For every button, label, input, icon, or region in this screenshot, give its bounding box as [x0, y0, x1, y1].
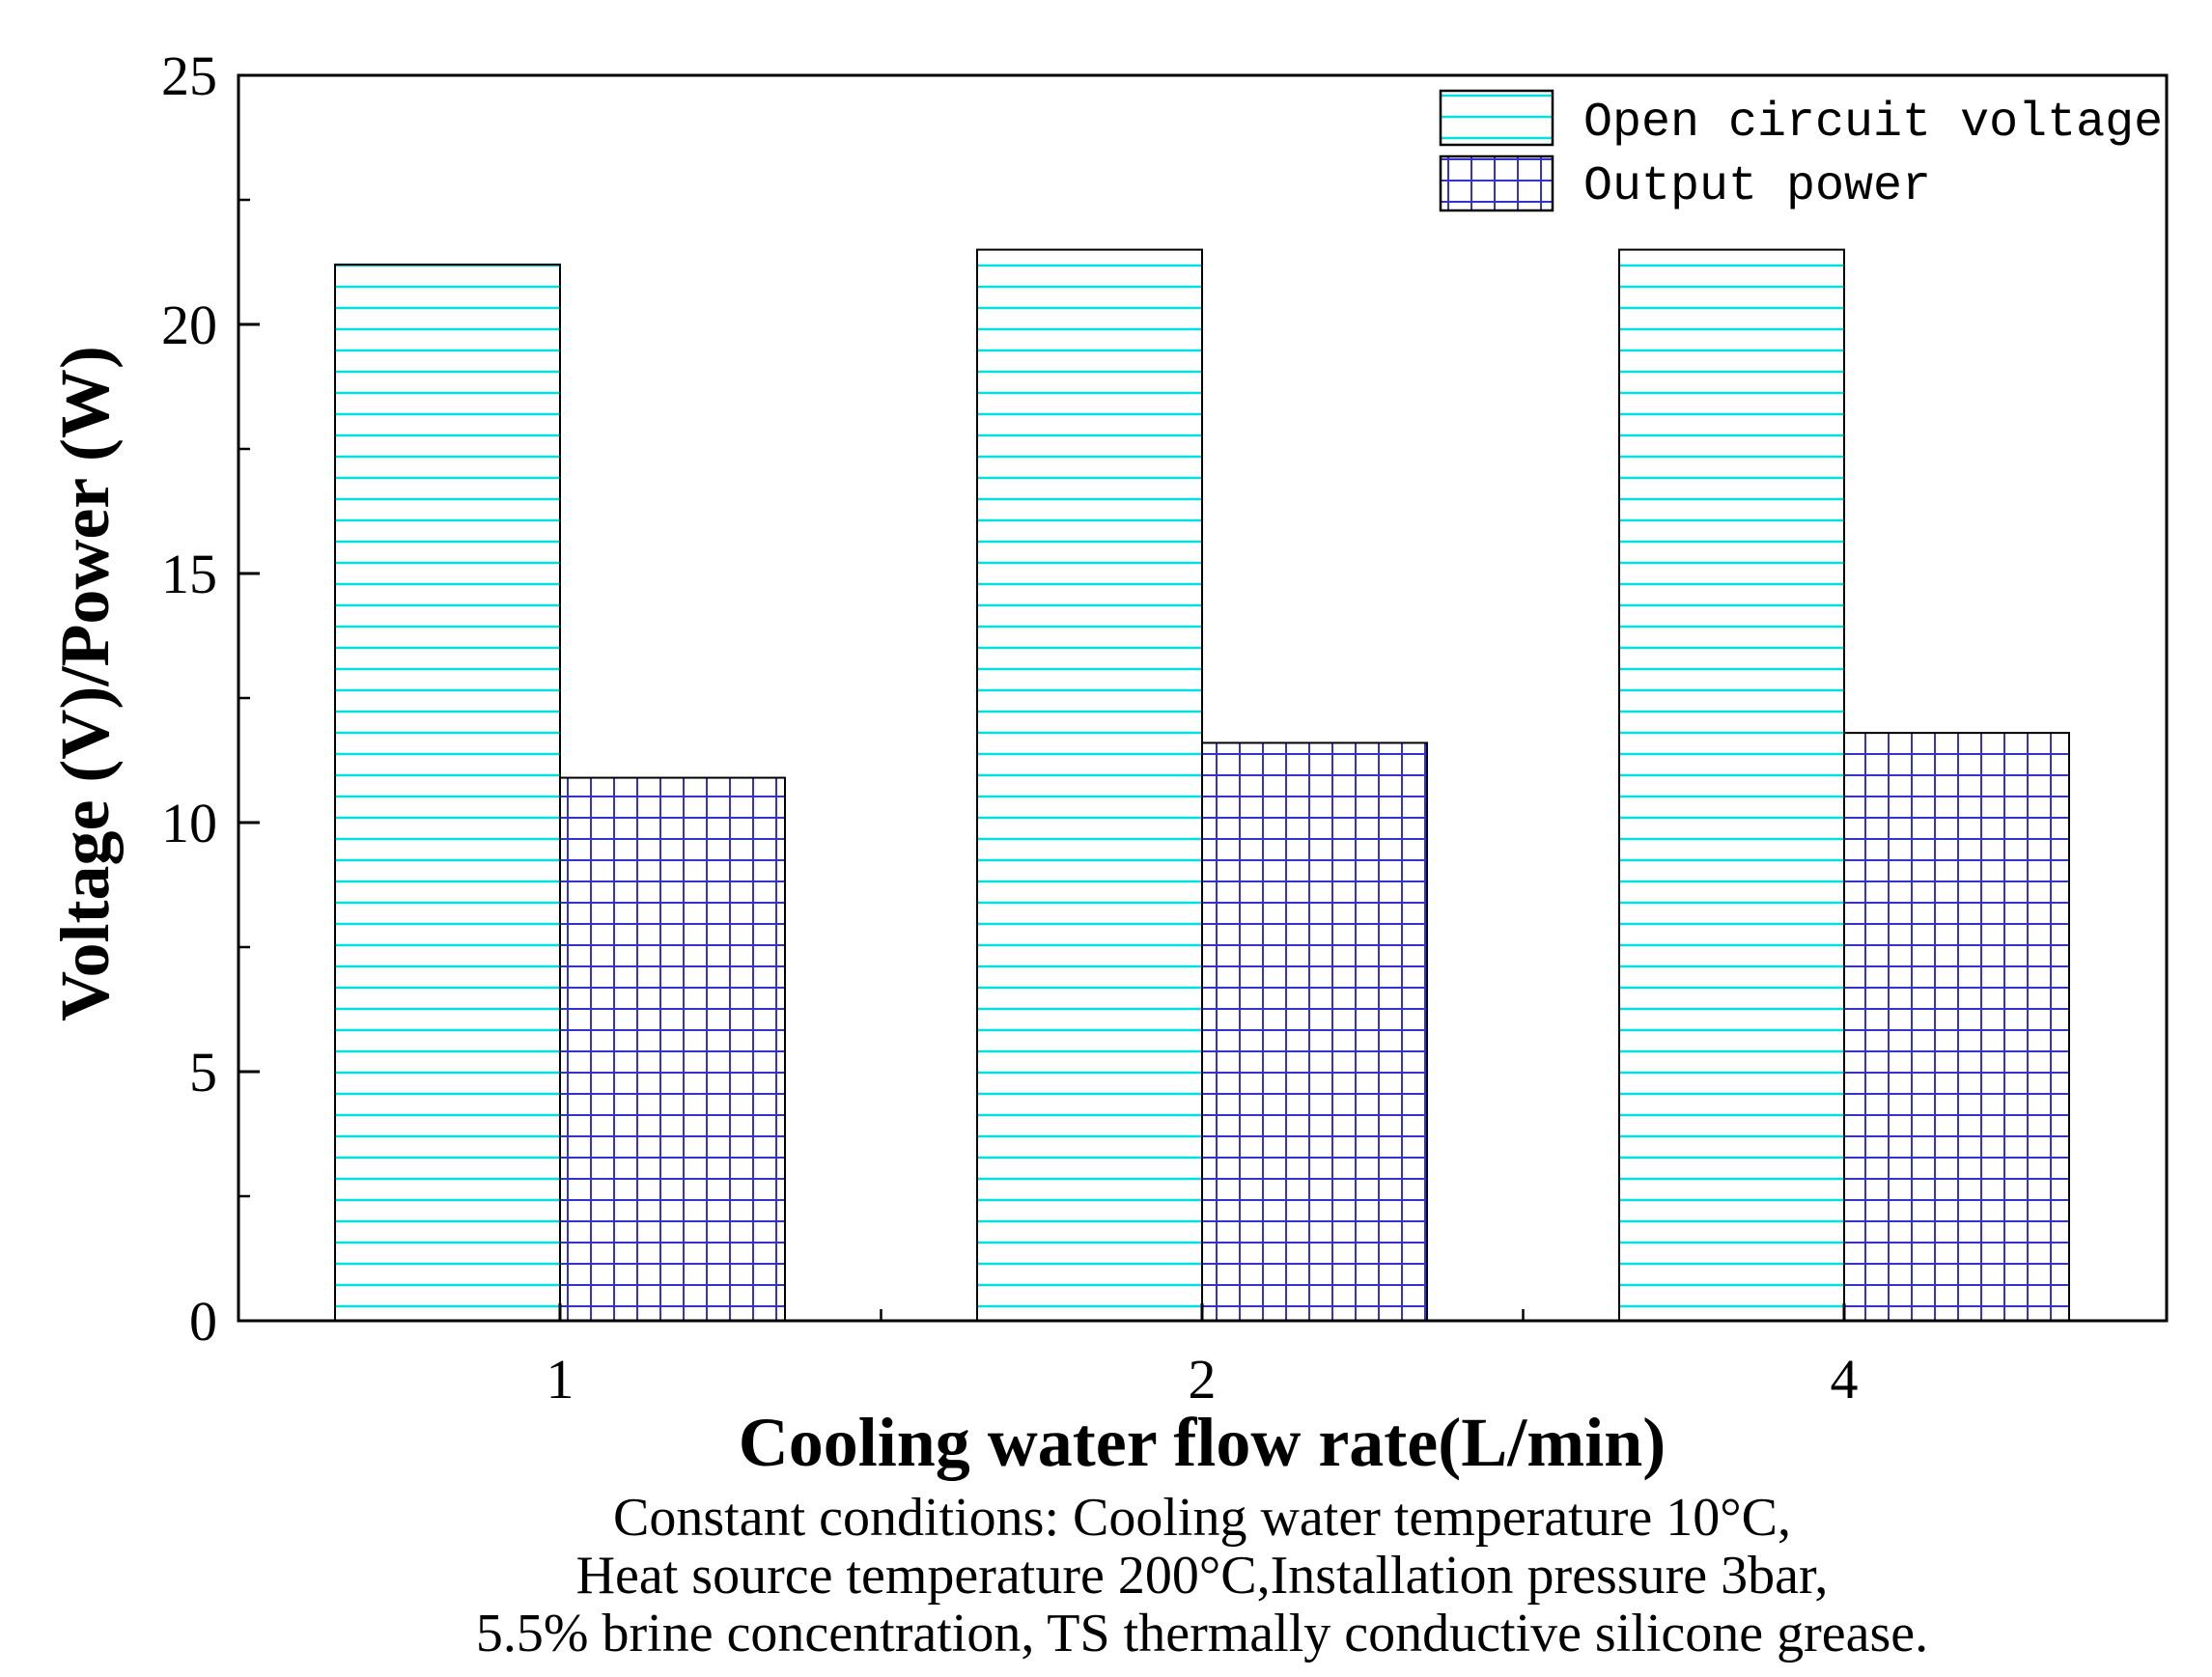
caption: Constant conditions: Cooling water tempe…: [476, 1488, 1928, 1663]
legend-label-voltage: Open circuit voltage: [1583, 96, 2163, 151]
y-tick-label-5: 5: [189, 1041, 217, 1104]
x-axis-title: Cooling water flow rate(L/min): [739, 1404, 1666, 1481]
caption-line-3: 5.5% brine concentration, TS thermally c…: [476, 1604, 1928, 1663]
x-tick-label-1: 1: [546, 1348, 574, 1411]
bar-power-1: [559, 776, 786, 1322]
y-tick-label-25: 25: [161, 44, 217, 107]
bar-voltage-4: [1618, 248, 1845, 1323]
y-tick-label-20: 20: [161, 293, 217, 356]
ticks-layer: 0 5 10 15 20 25 1 2 4: [161, 44, 1859, 1411]
bars-layer: [334, 248, 2070, 1323]
legend-swatch-power: [1439, 154, 1554, 212]
bar-voltage-1: [334, 264, 561, 1323]
caption-line-1: Constant conditions: Cooling water tempe…: [613, 1488, 1791, 1548]
caption-line-2: Heat source temperature 200°C,Installati…: [576, 1546, 1829, 1606]
bar-power-2: [1201, 741, 1428, 1322]
y-axis-title: Voltage (V)/Power (W): [46, 346, 124, 1021]
bar-power-4: [1843, 732, 2070, 1322]
legend-label-power: Output power: [1583, 159, 1931, 214]
bar-voltage-2: [976, 248, 1203, 1323]
legend-swatch-voltage: [1439, 89, 1554, 147]
y-tick-label-15: 15: [161, 543, 217, 605]
x-tick-label-4: 4: [1831, 1348, 1859, 1411]
x-tick-label-2: 2: [1189, 1348, 1217, 1411]
y-tick-label-0: 0: [189, 1290, 217, 1353]
y-tick-label-10: 10: [161, 792, 217, 854]
legend: Open circuit voltage Output power: [1439, 89, 2163, 214]
